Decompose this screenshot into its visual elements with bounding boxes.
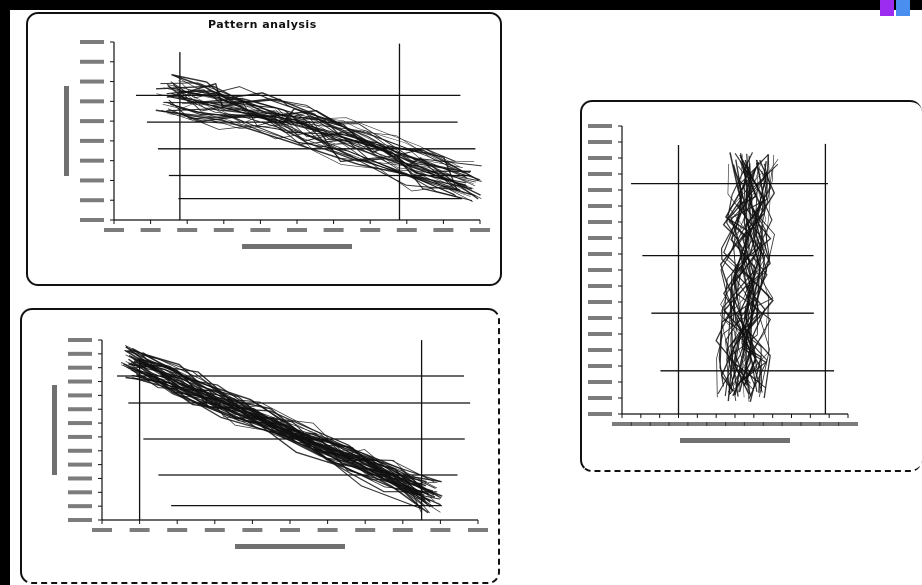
x-tick-label-blur <box>393 528 413 532</box>
y-axis-title-blur <box>52 385 57 475</box>
y-tick-label-blur <box>588 284 612 288</box>
y-tick-label-blur <box>68 407 92 411</box>
chart-panel-bottom <box>20 308 500 584</box>
y-tick-label-blur <box>68 366 92 370</box>
x-tick-label-blur <box>324 228 344 232</box>
y-tick-label-blur <box>588 220 612 224</box>
x-tick-label-blur <box>242 528 262 532</box>
y-tick-label-blur <box>80 218 104 222</box>
x-axis-title-blur <box>680 438 790 443</box>
x-tick-label-blur <box>360 228 380 232</box>
x-tick-label-blur <box>214 228 234 232</box>
x-tick-label-blur <box>92 528 112 532</box>
left-black-bar <box>0 0 10 585</box>
x-tick-label-blur <box>433 228 453 232</box>
y-tick-label-blur <box>80 60 104 64</box>
y-tick-label-blur <box>588 236 612 240</box>
y-axis-title-blur <box>64 86 69 176</box>
y-tick-label-blur <box>80 119 104 123</box>
y-tick-label-blur <box>68 518 92 522</box>
y-tick-label-blur <box>588 412 612 416</box>
chart-plot-bottom <box>22 310 498 582</box>
y-tick-label-blur <box>588 348 612 352</box>
x-tick-label-blur <box>205 528 225 532</box>
x-tick-label-blur <box>782 422 802 426</box>
x-tick-label-blur <box>819 422 839 426</box>
x-tick-label-blur <box>130 528 150 532</box>
y-tick-label-blur <box>588 204 612 208</box>
y-tick-label-blur <box>80 99 104 103</box>
x-tick-label-blur <box>104 228 124 232</box>
y-tick-label-blur <box>588 156 612 160</box>
x-tick-label-blur <box>250 228 270 232</box>
x-axis-title-blur <box>235 544 345 549</box>
y-tick-label-blur <box>588 380 612 384</box>
x-tick-label-blur <box>318 528 338 532</box>
x-tick-label-blur <box>355 528 375 532</box>
x-tick-label-blur <box>669 422 689 426</box>
y-tick-label-blur <box>68 504 92 508</box>
y-tick-label-blur <box>68 421 92 425</box>
x-tick-label-blur <box>687 422 707 426</box>
x-tick-label-blur <box>468 528 488 532</box>
top-black-bar <box>0 0 922 10</box>
y-tick-label-blur <box>588 140 612 144</box>
chart-panel-right <box>580 100 922 472</box>
series-curve <box>126 378 429 513</box>
y-tick-label-blur <box>80 40 104 44</box>
y-tick-label-blur <box>80 178 104 182</box>
x-tick-label-blur <box>706 422 726 426</box>
x-tick-label-blur <box>397 228 417 232</box>
x-tick-label-blur <box>725 422 745 426</box>
y-tick-label-blur <box>68 449 92 453</box>
x-tick-label-blur <box>280 528 300 532</box>
x-tick-label-blur <box>744 422 764 426</box>
y-tick-label-blur <box>80 159 104 163</box>
x-tick-label-blur <box>650 422 670 426</box>
chart-panel-top: Pattern analysis <box>26 12 502 286</box>
x-tick-label-blur <box>800 422 820 426</box>
y-tick-label-blur <box>68 338 92 342</box>
y-tick-label-blur <box>588 172 612 176</box>
y-tick-label-blur <box>68 352 92 356</box>
x-tick-label-blur <box>763 422 783 426</box>
x-tick-label-blur <box>141 228 161 232</box>
y-tick-label-blur <box>68 435 92 439</box>
y-tick-label-blur <box>68 463 92 467</box>
series-curve <box>132 375 430 513</box>
purple-corner-square <box>880 0 894 16</box>
y-tick-label-blur <box>68 490 92 494</box>
y-tick-label-blur <box>588 124 612 128</box>
x-tick-label-blur <box>430 528 450 532</box>
y-tick-label-blur <box>80 198 104 202</box>
y-tick-label-blur <box>588 268 612 272</box>
chart-plot-right <box>582 102 922 470</box>
x-tick-label-blur <box>631 422 651 426</box>
x-axis-title-blur <box>242 244 352 249</box>
y-tick-label-blur <box>588 396 612 400</box>
y-tick-label-blur <box>68 476 92 480</box>
y-tick-label-blur <box>588 316 612 320</box>
y-tick-label-blur <box>68 393 92 397</box>
y-tick-label-blur <box>80 80 104 84</box>
chart-plot-top <box>28 14 500 284</box>
x-tick-label-blur <box>287 228 307 232</box>
y-tick-label-blur <box>588 300 612 304</box>
x-tick-label-blur <box>167 528 187 532</box>
y-tick-label-blur <box>80 139 104 143</box>
y-tick-label-blur <box>588 332 612 336</box>
y-tick-label-blur <box>68 380 92 384</box>
x-tick-label-blur <box>470 228 490 232</box>
x-tick-label-blur <box>177 228 197 232</box>
x-tick-label-blur <box>612 422 632 426</box>
y-tick-label-blur <box>588 252 612 256</box>
y-tick-label-blur <box>588 364 612 368</box>
x-tick-label-blur <box>838 422 858 426</box>
y-tick-label-blur <box>588 188 612 192</box>
blue-corner-square <box>896 0 910 16</box>
